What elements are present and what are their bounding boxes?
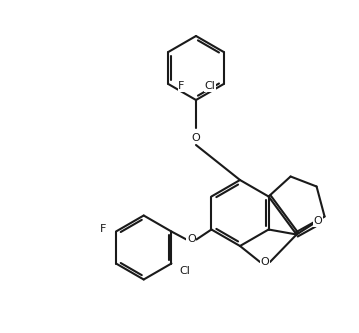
- Text: O: O: [187, 234, 196, 244]
- Text: O: O: [261, 257, 269, 267]
- Text: O: O: [192, 133, 200, 143]
- Text: Cl: Cl: [180, 266, 190, 276]
- Text: F: F: [178, 81, 185, 91]
- Text: O: O: [313, 216, 322, 226]
- Text: Cl: Cl: [205, 81, 216, 91]
- Text: F: F: [99, 223, 106, 233]
